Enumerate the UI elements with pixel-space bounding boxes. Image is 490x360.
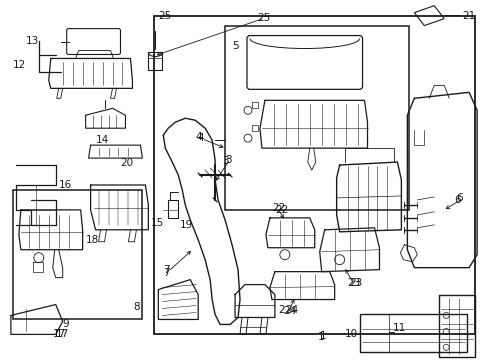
Text: 21: 21 xyxy=(462,11,475,21)
Text: 17: 17 xyxy=(56,329,69,339)
Text: 3: 3 xyxy=(225,155,232,165)
Bar xyxy=(252,125,258,131)
Text: 10: 10 xyxy=(344,329,358,339)
Text: 23: 23 xyxy=(347,278,361,288)
Text: 18: 18 xyxy=(86,235,99,245)
Text: 1: 1 xyxy=(319,332,326,341)
Bar xyxy=(360,315,467,352)
Bar xyxy=(252,102,258,108)
Text: 7: 7 xyxy=(163,268,170,278)
Text: 14: 14 xyxy=(96,135,109,145)
Text: 25: 25 xyxy=(257,13,270,23)
Text: 2: 2 xyxy=(278,305,285,315)
Text: 23: 23 xyxy=(349,278,363,288)
Text: 7: 7 xyxy=(163,265,170,275)
Text: 22: 22 xyxy=(275,205,288,215)
Text: 6: 6 xyxy=(456,193,463,203)
Text: 4: 4 xyxy=(195,132,202,142)
Text: 17: 17 xyxy=(53,329,66,339)
Text: 24: 24 xyxy=(285,305,298,315)
Text: 6: 6 xyxy=(454,195,461,205)
Text: 9: 9 xyxy=(63,319,69,329)
Bar xyxy=(154,15,475,334)
Bar xyxy=(13,190,143,319)
Text: 16: 16 xyxy=(59,180,72,190)
Text: 3: 3 xyxy=(222,156,229,166)
Text: 15: 15 xyxy=(150,218,164,228)
Text: 22: 22 xyxy=(272,203,285,213)
Bar xyxy=(225,26,409,210)
Text: 12: 12 xyxy=(13,60,26,71)
Text: 5: 5 xyxy=(232,41,239,50)
Text: 19: 19 xyxy=(180,220,194,230)
Text: 11: 11 xyxy=(392,323,406,333)
Text: 4: 4 xyxy=(197,133,204,143)
Text: 13: 13 xyxy=(26,36,39,46)
Text: 25: 25 xyxy=(158,11,172,21)
Text: 24: 24 xyxy=(283,306,296,315)
Text: 20: 20 xyxy=(121,158,134,168)
Text: 1: 1 xyxy=(318,332,324,342)
Text: 8: 8 xyxy=(133,302,140,311)
